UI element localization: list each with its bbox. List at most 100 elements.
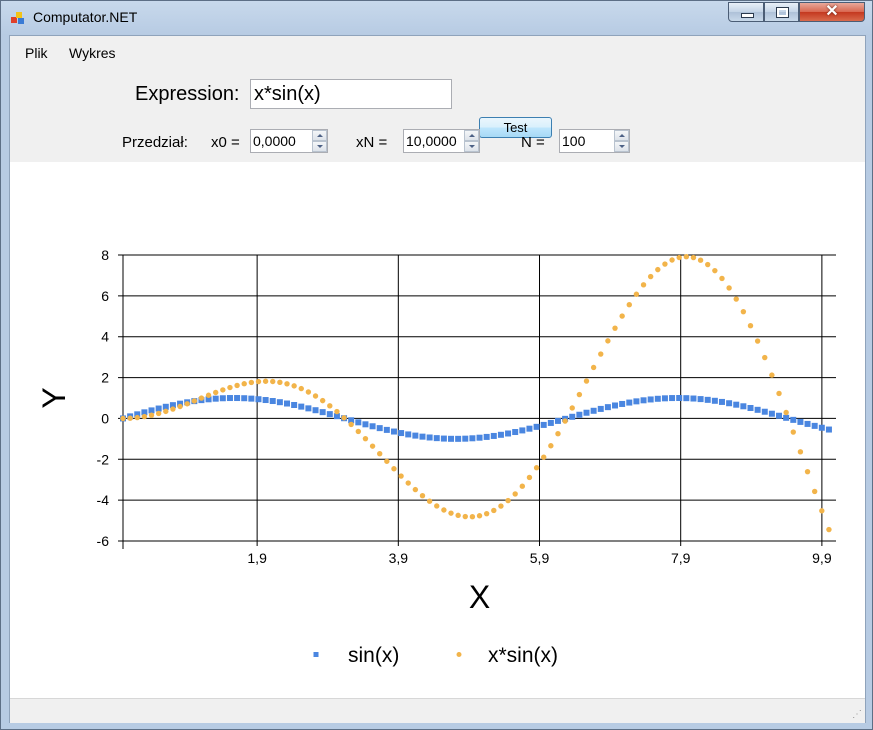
xsin-series-point xyxy=(384,458,390,464)
xsin-series-point xyxy=(391,466,397,472)
xn-stepper[interactable]: 10,0000 xyxy=(403,129,480,153)
xsin-series-point xyxy=(234,382,240,389)
xsin-series-point xyxy=(612,325,618,331)
n-down-arrow-icon[interactable] xyxy=(614,141,629,152)
menu-wykres[interactable]: Wykres xyxy=(69,45,116,61)
sin-series-point xyxy=(362,421,369,428)
xsin-series-point xyxy=(469,514,476,520)
sin-series-point xyxy=(262,397,269,404)
xsin-series-point xyxy=(248,379,255,386)
sin-series-point xyxy=(512,429,519,436)
xsin-series-point xyxy=(726,285,732,291)
sin-series-point xyxy=(747,404,754,411)
sin-series-point xyxy=(469,435,476,442)
xsin-series-point xyxy=(697,257,704,263)
sin-series-point xyxy=(547,419,554,426)
sin-series-point xyxy=(647,396,654,403)
n-value: 100 xyxy=(562,133,586,149)
client-area: Plik Wykres Expression: x*sin(x) Test Pr… xyxy=(9,35,866,723)
xsin-series-point xyxy=(298,385,304,392)
y-tick-label: -2 xyxy=(97,451,110,467)
sin-series-point xyxy=(733,401,740,408)
legend-label: x*sin(x) xyxy=(488,644,558,667)
sin-series-point xyxy=(369,423,376,430)
x0-label: x0 = xyxy=(211,134,240,151)
xn-down-arrow-icon[interactable] xyxy=(464,141,479,152)
x0-down-arrow-icon[interactable] xyxy=(312,141,327,152)
sin-series-point xyxy=(768,410,775,417)
resize-grip-icon[interactable]: ⋰ xyxy=(852,709,862,720)
n-up-arrow-icon[interactable] xyxy=(614,130,629,141)
maximize-button[interactable] xyxy=(764,2,799,22)
xsin-series-point xyxy=(512,491,518,497)
xn-up-arrow-icon[interactable] xyxy=(464,130,479,141)
sin-series-point xyxy=(448,435,455,442)
sin-series-point xyxy=(141,409,148,416)
sin-series-point xyxy=(576,411,583,418)
xsin-series-point xyxy=(134,414,140,421)
xsin-series-point xyxy=(434,503,440,509)
xsin-series-point xyxy=(312,393,319,399)
xsin-series-point xyxy=(719,275,725,282)
sin-series-point xyxy=(540,421,547,428)
sin-series-point xyxy=(818,424,825,431)
sin-series-point xyxy=(383,426,390,433)
close-button[interactable]: ✕ xyxy=(799,2,865,22)
sin-series-point xyxy=(505,430,512,437)
xsin-series-point xyxy=(605,338,611,344)
x0-stepper[interactable]: 0,0000 xyxy=(250,129,328,153)
xsin-series-point xyxy=(327,403,333,409)
sin-series-point xyxy=(426,434,433,441)
xsin-series-point xyxy=(747,323,754,329)
xsin-series-point xyxy=(505,497,511,504)
test-button[interactable]: Test xyxy=(479,117,552,138)
xsin-series-point xyxy=(205,392,212,398)
xsin-series-point xyxy=(590,364,597,371)
y-tick-label: -6 xyxy=(97,533,110,549)
menu-plik[interactable]: Plik xyxy=(25,45,48,61)
minimize-button[interactable] xyxy=(728,2,764,22)
x0-value: 0,0000 xyxy=(253,133,296,149)
x0-up-arrow-icon[interactable] xyxy=(312,130,327,141)
expression-input[interactable]: x*sin(x) xyxy=(250,79,452,109)
sin-series-point xyxy=(476,434,483,441)
title-bar[interactable]: Computator.NET ✕ xyxy=(1,1,872,35)
sin-series-point xyxy=(134,411,141,418)
xsin-series-point xyxy=(769,372,775,378)
xsin-series-point xyxy=(541,454,547,460)
sin-series-point xyxy=(234,395,241,402)
sin-series-point xyxy=(676,395,683,402)
xsin-series-point xyxy=(811,488,818,495)
xsin-series-point xyxy=(355,428,362,435)
xsin-series-point xyxy=(712,267,718,274)
y-tick-label: 4 xyxy=(101,329,109,345)
sin-series-point xyxy=(590,407,597,414)
sin-series-point xyxy=(169,402,176,409)
sin-series-point xyxy=(177,400,184,407)
sin-series-point xyxy=(148,407,155,414)
xsin-series-point xyxy=(198,395,205,401)
xsin-series-point xyxy=(362,435,369,442)
xsin-series-point xyxy=(319,397,326,404)
sin-series-point xyxy=(483,433,490,440)
sin-series-point xyxy=(276,399,283,406)
xsin-series-point xyxy=(491,507,497,514)
x-tick-label: 3,9 xyxy=(389,550,409,566)
xsin-series-point xyxy=(662,261,668,267)
sin-series-point xyxy=(554,417,561,424)
xsin-series-point xyxy=(398,473,404,479)
sin-series-point xyxy=(412,432,419,439)
legend-marker-xsin xyxy=(456,652,462,657)
xsin-series-point xyxy=(284,381,290,387)
xsin-series-point xyxy=(676,254,682,261)
sin-series-point xyxy=(661,395,668,402)
y-tick-label: 6 xyxy=(101,288,109,304)
sin-series-point xyxy=(490,432,497,439)
n-stepper[interactable]: 100 xyxy=(559,129,630,153)
xsin-series-point xyxy=(255,378,262,385)
sin-series-point xyxy=(761,408,768,415)
expression-value: x*sin(x) xyxy=(254,83,321,105)
sin-series-point xyxy=(455,435,462,442)
